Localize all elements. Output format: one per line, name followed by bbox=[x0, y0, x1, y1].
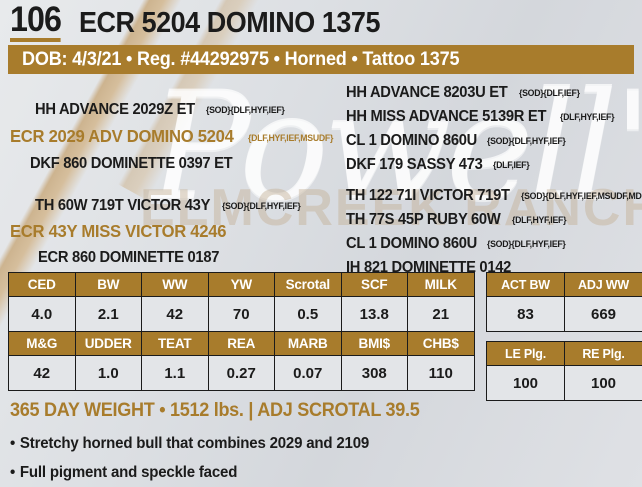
table-spacer bbox=[486, 332, 642, 341]
pedigree-dam-sire-sire: TH 122 71I VICTOR 719T {SOD}{DLF,HYF,IEF,… bbox=[346, 187, 642, 204]
weights-value-cell: 669 bbox=[564, 296, 642, 332]
epd-header-cell: CED bbox=[8, 272, 76, 297]
pigment-table: LE Plg. RE Plg. 100 100 bbox=[486, 341, 642, 401]
pigment-value-cell: 100 bbox=[564, 365, 642, 401]
pedigree-dam-dam: ECR 860 DOMINETTE 0187 bbox=[38, 249, 220, 266]
table-row: 100 100 bbox=[486, 365, 642, 401]
pedigree-dam-sire: TH 60W 719T VICTOR 43Y {SOD}{DLF,HYF,IEF} bbox=[35, 197, 301, 214]
animal-details-line: DOB: 4/3/21 • Reg. #44292975 • Horned • … bbox=[22, 48, 460, 70]
pedigree-sire-dam-sire: CL 1 DOMINO 860U {SOD}{DLF,HYF,IEF} bbox=[346, 132, 566, 149]
epd-value-cell: 4.0 bbox=[8, 296, 76, 332]
table-row: 4.0 2.1 42 70 0.5 13.8 21 bbox=[8, 296, 475, 332]
table-row: CED BW WW YW Scrotal SCF MILK bbox=[8, 272, 475, 297]
lot-number: 106 bbox=[10, 2, 62, 42]
note-text: Stretchy horned bull that combines 2029 … bbox=[19, 435, 370, 452]
pedigree-dam-dam-sire: CL 1 DOMINO 860U {SOD}{DLF,HYF,IEF} bbox=[346, 235, 566, 252]
pedigree-dam-dam-dam: IH 821 DOMINETTE 0142 bbox=[346, 259, 512, 276]
pedigree-sire-dam-dam: DKF 179 SASSY 473 {DLF,IEF} bbox=[346, 156, 530, 173]
table-row: ACT BW ADJ WW bbox=[486, 272, 642, 297]
table-row: 42 1.0 1.1 0.27 0.07 308 110 bbox=[8, 355, 475, 391]
epd-header-cell: MARB bbox=[274, 331, 342, 356]
epd-header-cell: Scrotal bbox=[274, 272, 342, 297]
pigment-header-cell: LE Plg. bbox=[486, 341, 565, 366]
epd-header-cell: TEAT bbox=[141, 331, 209, 356]
epd-value-cell: 21 bbox=[407, 296, 475, 332]
epd-header-cell: SCF bbox=[340, 272, 408, 297]
table-row: 83 669 bbox=[486, 296, 642, 332]
weights-header-cell: ADJ WW bbox=[564, 272, 642, 297]
epd-header-cell: REA bbox=[207, 331, 275, 356]
pedigree-sire-sire-dam: HH MISS ADVANCE 5139R ET {DLF,HYF,IEF} bbox=[346, 108, 614, 125]
pedigree-chart: HH ADVANCE 2029Z ET {SOD}{DLF,HYF,IEF} EC… bbox=[0, 80, 642, 275]
weights-value-cell: 83 bbox=[486, 296, 565, 332]
page-title: ECR 5204 DOMINO 1375 bbox=[79, 7, 381, 39]
table-row: LE Plg. RE Plg. bbox=[486, 341, 642, 366]
side-tables: ACT BW ADJ WW 83 669 LE Plg. RE Plg. bbox=[486, 272, 642, 401]
epd-value-cell: 1.1 bbox=[141, 355, 209, 391]
epd-value-cell: 70 bbox=[207, 296, 275, 332]
epd-header-cell: YW bbox=[207, 272, 275, 297]
epd-value-cell: 42 bbox=[141, 296, 209, 332]
notes-list: • Stretchy horned bull that combines 2029… bbox=[10, 435, 634, 482]
epd-value-cell: 308 bbox=[340, 355, 408, 391]
epd-value-cell: 0.27 bbox=[207, 355, 275, 391]
list-item: • Full pigment and speckle faced bbox=[10, 464, 615, 482]
epd-value-cell: 13.8 bbox=[340, 296, 408, 332]
weight-summary-line: 365 DAY WEIGHT • 1512 lbs. | ADJ SCROTAL… bbox=[10, 400, 420, 421]
pedigree-sire-sire-sire: HH ADVANCE 8203U ET {SOD}{DLF,IEF} bbox=[346, 84, 580, 101]
epd-header-cell: BW bbox=[74, 272, 142, 297]
epd-value-cell: 0.5 bbox=[274, 296, 342, 332]
data-tables: CED BW WW YW Scrotal SCF MILK 4.0 2.1 42… bbox=[8, 272, 642, 401]
table-row: M&G UDDER TEAT REA MARB BMI$ CHB$ bbox=[8, 331, 475, 356]
epd-value-cell: 110 bbox=[407, 355, 475, 391]
pigment-value-cell: 100 bbox=[486, 365, 565, 401]
epd-header-cell: MILK bbox=[407, 272, 475, 297]
list-item: • Stretchy horned bull that combines 2029… bbox=[10, 435, 615, 453]
weights-header-cell: ACT BW bbox=[486, 272, 565, 297]
epd-table: CED BW WW YW Scrotal SCF MILK 4.0 2.1 42… bbox=[8, 272, 475, 391]
epd-header-cell: BMI$ bbox=[340, 331, 408, 356]
bullet-icon: • bbox=[10, 435, 16, 452]
bullet-icon: • bbox=[10, 464, 16, 481]
epd-header-cell: UDDER bbox=[74, 331, 142, 356]
epd-value-cell: 2.1 bbox=[74, 296, 142, 332]
epd-value-cell: 42 bbox=[8, 355, 76, 391]
epd-header-cell: M&G bbox=[8, 331, 76, 356]
pedigree-sire: ECR 2029 ADV DOMINO 5204 {DLF,HYF,IEF,MSU… bbox=[10, 126, 334, 146]
epd-value-cell: 1.0 bbox=[74, 355, 142, 391]
epd-header-cell: CHB$ bbox=[407, 331, 475, 356]
note-text: Full pigment and speckle faced bbox=[19, 464, 238, 481]
status-badge: DOB: 4/3/21 • Reg. #44292975 • Horned • … bbox=[8, 45, 634, 74]
epd-value-cell: 0.07 bbox=[274, 355, 342, 391]
pigment-header-cell: RE Plg. bbox=[564, 341, 642, 366]
lot-header: 106 ECR 5204 DOMINO 1375 bbox=[0, 0, 642, 42]
pedigree-sire-sire: HH ADVANCE 2029Z ET {SOD}{DLF,HYF,IEF} bbox=[35, 101, 285, 118]
actual-weights-table: ACT BW ADJ WW 83 669 bbox=[486, 272, 642, 332]
pedigree-sire-dam: DKF 860 DOMINETTE 0397 ET bbox=[30, 155, 233, 172]
pedigree-dam: ECR 43Y MISS VICTOR 4246 bbox=[10, 221, 227, 241]
pedigree-dam-sire-dam: TH 77S 45P RUBY 60W {DLF,HYF,IEF} bbox=[346, 211, 566, 228]
lot-footer: 365 DAY WEIGHT • 1512 lbs. | ADJ SCROTAL… bbox=[10, 400, 634, 487]
epd-header-cell: WW bbox=[141, 272, 209, 297]
